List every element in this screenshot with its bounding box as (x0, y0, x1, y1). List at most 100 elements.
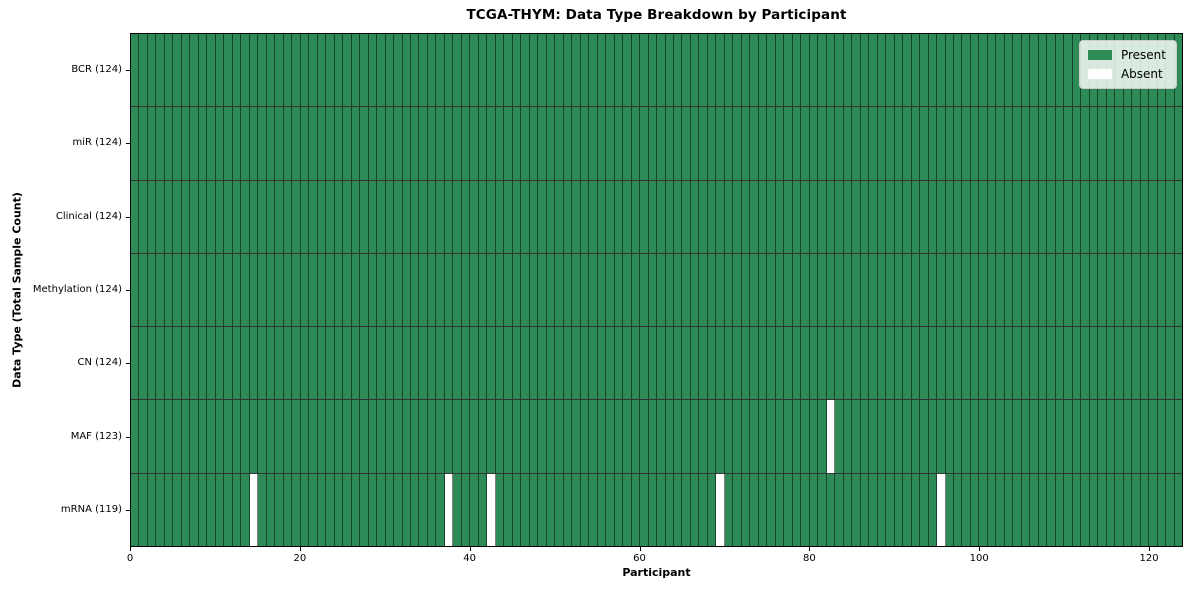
cell-present (1115, 253, 1124, 327)
cell-present (962, 253, 971, 327)
cell-present (1021, 473, 1031, 546)
cell-present (326, 327, 335, 400)
cell-present (275, 34, 284, 107)
cell-present (801, 473, 810, 546)
cell-present (640, 34, 649, 107)
cell-present (275, 400, 284, 473)
cell-present (996, 107, 1005, 180)
cell-present (801, 180, 810, 253)
cell-present (674, 253, 683, 327)
heatmap-row (131, 34, 1183, 108)
cell-present (657, 180, 666, 253)
cell-present (453, 400, 462, 473)
cell-present (979, 180, 988, 253)
cell-present (410, 34, 420, 107)
cell-present (665, 327, 674, 400)
cell-present (775, 180, 785, 253)
cell-present (996, 253, 1005, 327)
cell-present (784, 253, 793, 327)
cell-present (529, 327, 539, 400)
cell-present (1149, 473, 1158, 546)
cell-present (1055, 400, 1065, 473)
cell-present (937, 34, 946, 107)
cell-present (792, 400, 802, 473)
cell-present (784, 107, 793, 180)
cell-present (792, 34, 802, 107)
cell-present (215, 400, 225, 473)
cell-present (512, 180, 522, 253)
x-tick-mark (979, 547, 981, 551)
cell-present (156, 180, 165, 253)
cell-present (385, 180, 395, 253)
cell-present (852, 180, 861, 253)
cell-present (572, 400, 581, 473)
cell-present (716, 34, 725, 107)
cell-present (937, 107, 946, 180)
cell-present (546, 180, 556, 253)
cell-present (911, 327, 921, 400)
cell-present (504, 34, 513, 107)
legend-item-absent: Absent (1087, 67, 1166, 81)
cell-present (181, 107, 191, 180)
cell-present (427, 473, 437, 546)
cell-present (478, 473, 488, 546)
cell-present (190, 34, 199, 107)
cell-present (758, 400, 768, 473)
cell-present (1149, 327, 1158, 400)
cell-present (962, 400, 971, 473)
cell-present (436, 180, 445, 253)
cell-present (996, 327, 1005, 400)
cell-present (784, 473, 793, 546)
cell-present (606, 34, 615, 107)
cell-present (809, 327, 819, 400)
cell-present (555, 473, 564, 546)
cell-present (300, 400, 310, 473)
cell-present (886, 473, 895, 546)
cell-present (377, 34, 386, 107)
cell-present (377, 253, 386, 327)
cell-present (131, 107, 140, 180)
cell-present (716, 327, 725, 400)
cell-present (606, 327, 615, 400)
cell-present (953, 473, 963, 546)
cell-present (402, 253, 411, 327)
cell-present (801, 400, 810, 473)
cell-present (979, 253, 988, 327)
cell-present (750, 327, 759, 400)
cell-present (1115, 180, 1124, 253)
cell-present (1149, 400, 1158, 473)
cell-present (614, 473, 624, 546)
cell-present (623, 473, 632, 546)
cell-present (970, 327, 980, 400)
cell-present (326, 180, 335, 253)
cell-present (461, 34, 471, 107)
cell-present (198, 107, 208, 180)
cell-present (741, 327, 751, 400)
cell-present (818, 400, 827, 473)
cell-present (300, 34, 310, 107)
cell-present (707, 473, 717, 546)
cell-present (461, 473, 471, 546)
cell-present (1174, 107, 1183, 180)
cell-present (410, 400, 420, 473)
cell-present (792, 253, 802, 327)
cell-present (911, 473, 921, 546)
cell-present (147, 327, 157, 400)
cell-present (809, 400, 819, 473)
cell-present (504, 400, 513, 473)
cell-present (139, 327, 148, 400)
cell-present (538, 253, 547, 327)
cell-present (156, 400, 165, 473)
cell-present (928, 180, 938, 253)
cell-present (555, 327, 564, 400)
cell-present (410, 107, 420, 180)
cell-present (1106, 253, 1116, 327)
cell-present (690, 180, 700, 253)
cell-present (266, 327, 276, 400)
cell-present (741, 400, 751, 473)
cell-present (555, 107, 564, 180)
cell-present (1174, 180, 1183, 253)
cell-present (1140, 327, 1150, 400)
cell-present (241, 400, 250, 473)
cell-present (1072, 107, 1082, 180)
